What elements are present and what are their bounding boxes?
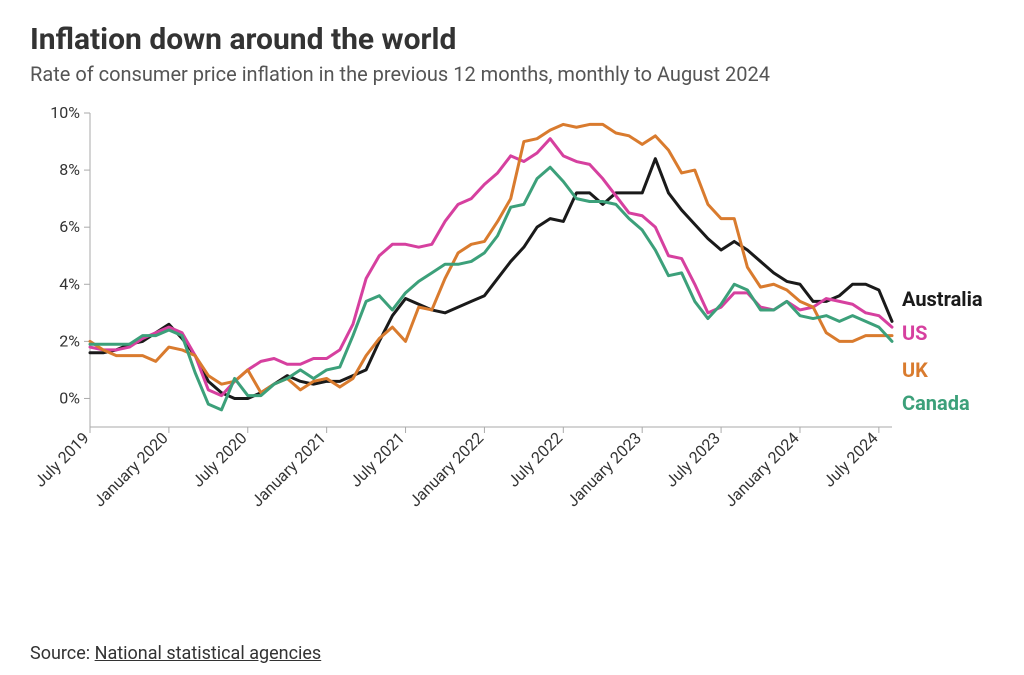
y-tick-label: 4% [59, 274, 80, 293]
y-tick-label: 6% [59, 217, 80, 236]
source-prefix: Source: [30, 643, 95, 664]
x-tick-label: July 2019 [31, 428, 93, 490]
legend-label-uk: UK [902, 358, 928, 382]
chart-title: Inflation down around the world [30, 22, 994, 58]
page: Inflation down around the world Rate of … [0, 0, 1024, 675]
x-tick-label: July 2021 [346, 428, 408, 490]
series-line-uk [90, 124, 892, 392]
source-link[interactable]: National statistical agencies [95, 643, 322, 664]
x-tick-label: January 2024 [721, 428, 803, 510]
y-tick-label: 0% [59, 388, 80, 407]
x-tick-label: July 2024 [819, 428, 881, 490]
y-tick-label: 8% [59, 160, 80, 179]
x-tick-label: July 2020 [188, 428, 250, 490]
x-tick-label: January 2021 [247, 428, 329, 510]
source-line: Source: National statistical agencies [30, 643, 994, 664]
y-tick-label: 10% [50, 105, 80, 122]
x-tick-label: July 2022 [504, 428, 566, 490]
line-chart: 0% 2% 4% 6% 8% 10% July 2019January 2020 July 2… [30, 105, 994, 535]
legend-label-us: US [902, 321, 928, 345]
x-tick-label: January 2022 [405, 428, 487, 510]
series-line-us [90, 139, 892, 396]
chart-subtitle: Rate of consumer price inflation in the … [30, 62, 870, 87]
x-tick-label: January 2020 [90, 428, 172, 510]
series-line-australia [90, 159, 892, 399]
x-tick-label: July 2023 [662, 428, 724, 490]
legend-label-canada: Canada [902, 391, 970, 415]
y-tick-label: 2% [59, 331, 80, 350]
x-tick-label: January 2023 [563, 428, 645, 510]
legend-label-australia: Australia [902, 287, 983, 311]
chart-area: 0% 2% 4% 6% 8% 10% July 2019January 2020 July 2… [30, 105, 994, 535]
